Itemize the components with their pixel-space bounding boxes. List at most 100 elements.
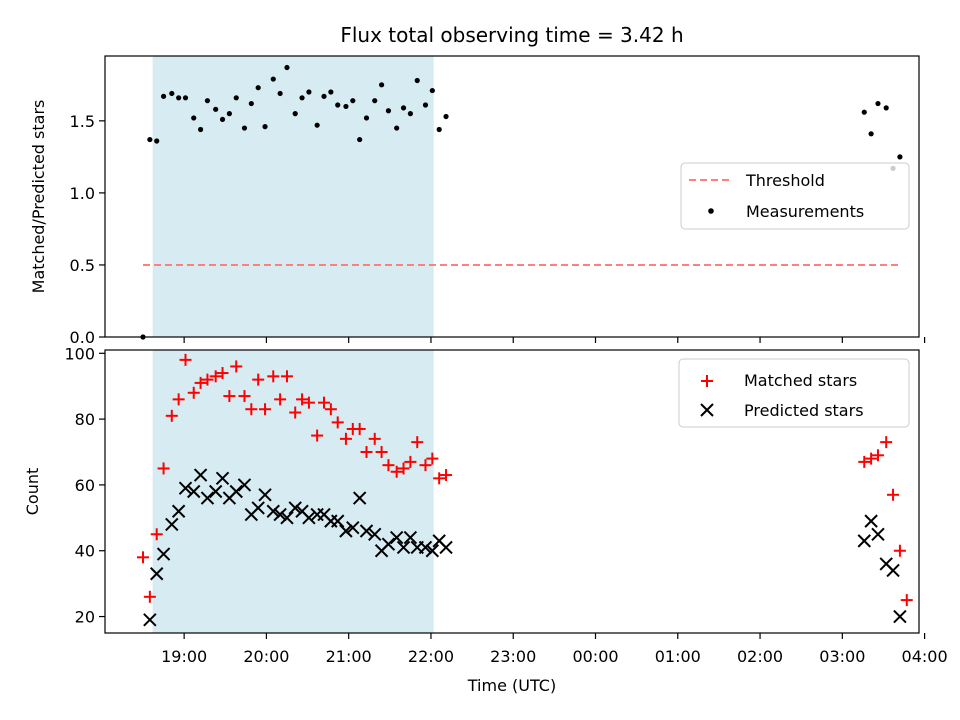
predicted-star-point [273, 507, 287, 522]
measurement-point [861, 109, 867, 115]
y-tick-label: 1.0 [70, 184, 95, 203]
matched-star-point [230, 360, 243, 373]
measurement-point [443, 113, 449, 120]
matched-star-point [900, 594, 913, 607]
y-tick-label: 100 [64, 344, 95, 363]
matched-star-point [143, 590, 156, 603]
ratio-panel-x-ticks [183, 337, 926, 343]
matched-star-point [267, 370, 280, 383]
matched-star-point [289, 406, 302, 419]
measurement-point [182, 95, 189, 101]
predicted-star-point [403, 530, 418, 545]
measurement-point [321, 93, 327, 99]
measurement-point [343, 103, 349, 110]
ratio-panel-frame [104, 55, 920, 338]
matched-star-point [404, 455, 417, 468]
matched-star-point [353, 422, 366, 435]
predicted-star-point [418, 540, 433, 555]
x-tick-label: 04:00 [902, 647, 948, 666]
measurement-point [226, 111, 232, 117]
predicted-star-point [237, 478, 252, 492]
measurement-point [233, 95, 239, 101]
predicted-star-point [156, 547, 171, 561]
matched-star-point [411, 436, 424, 449]
measurement-point [147, 136, 153, 143]
matched-star-point [187, 386, 200, 399]
predicted-star-point [165, 517, 179, 532]
count-legend-box [678, 358, 910, 428]
matched-star-point [858, 455, 871, 468]
measurement-point [255, 85, 261, 91]
predicted-star-point [864, 514, 878, 528]
matched-star-point [440, 469, 453, 482]
predicted-star-point [143, 613, 157, 627]
measurement-point [306, 89, 312, 95]
predicted-star-point [215, 471, 230, 486]
y-tick-label: 0.5 [70, 256, 95, 275]
matched-star-point [880, 436, 893, 449]
measurement-point [299, 95, 305, 101]
y-tick-label: 60 [75, 476, 95, 495]
matched-star-point [280, 370, 293, 383]
x-tick-label: 19:00 [161, 647, 207, 666]
matched-star-point [390, 465, 403, 478]
measurement-point [372, 98, 378, 104]
measurement-point [429, 87, 435, 94]
predicted-star-point [381, 537, 396, 551]
measurements-legend-swatch [708, 208, 714, 214]
matched-star-point [382, 459, 395, 472]
threshold-legend-label: Threshold [745, 171, 825, 190]
measurement-point [363, 115, 370, 121]
matched-star-point [324, 403, 337, 416]
count-panel: 20 40 60 80 100 19:00 20:00 21:00 22:00 23:00 00:… [23, 344, 948, 695]
measurement-point [160, 93, 167, 99]
matched-star-point [201, 373, 214, 386]
measurement-point [328, 89, 334, 95]
count-panel-ylabel: Count [23, 468, 42, 516]
matched-star-point [150, 528, 163, 541]
matched-star-point [259, 403, 272, 416]
matched-star-point [339, 432, 352, 445]
matched-star-point [311, 429, 324, 442]
predicted-star-point [193, 468, 208, 482]
measurement-point [897, 154, 903, 160]
ratio-panel-points [140, 64, 903, 340]
predicted-legend-swatch [700, 403, 714, 417]
matched-star-point [375, 446, 388, 459]
predicted-star-point [331, 514, 345, 528]
measurement-point [335, 102, 341, 108]
predicted-star-point [266, 504, 280, 518]
figure-title: Flux total observing time = 3.42 h [340, 23, 683, 47]
measurement-point [385, 108, 392, 114]
predicted-star-point [288, 501, 302, 515]
matched-star-point [157, 462, 170, 475]
matched-legend-label: Matched stars [744, 371, 857, 390]
predicted-star-point [368, 527, 382, 541]
matched-star-point [252, 373, 265, 386]
x-tick-label: 20:00 [243, 647, 289, 666]
measurement-point [169, 90, 175, 97]
matched-star-point [209, 370, 222, 383]
count-panel-frame [104, 349, 920, 634]
measurement-point [350, 98, 356, 104]
measurement-point [154, 138, 160, 144]
ratio-panel-ylabel: Matched/Predicted stars [29, 100, 48, 294]
predicted-star-point [871, 527, 885, 541]
predicted-star-point [251, 501, 265, 515]
count-panel-points [137, 353, 913, 627]
measurement-point [378, 82, 385, 88]
measurement-point [241, 125, 248, 131]
predicted-legend-label: Predicted stars [744, 401, 864, 420]
x-tick-label: 01:00 [655, 647, 701, 666]
measurement-point [284, 64, 290, 71]
x-tick-label: 03:00 [819, 647, 865, 666]
predicted-star-point [200, 491, 215, 505]
predicted-star-point [178, 481, 193, 495]
measurement-point [262, 124, 268, 130]
count-panel-x-ticks: 19:00 20:00 21:00 22:00 23:00 00:00 01:00 02:00… [161, 633, 948, 666]
count-panel-legend: Matched stars Predicted stars [678, 358, 910, 428]
matched-star-point [893, 544, 906, 557]
count-panel-shaded-span [152, 350, 434, 633]
matched-star-point [296, 393, 309, 406]
